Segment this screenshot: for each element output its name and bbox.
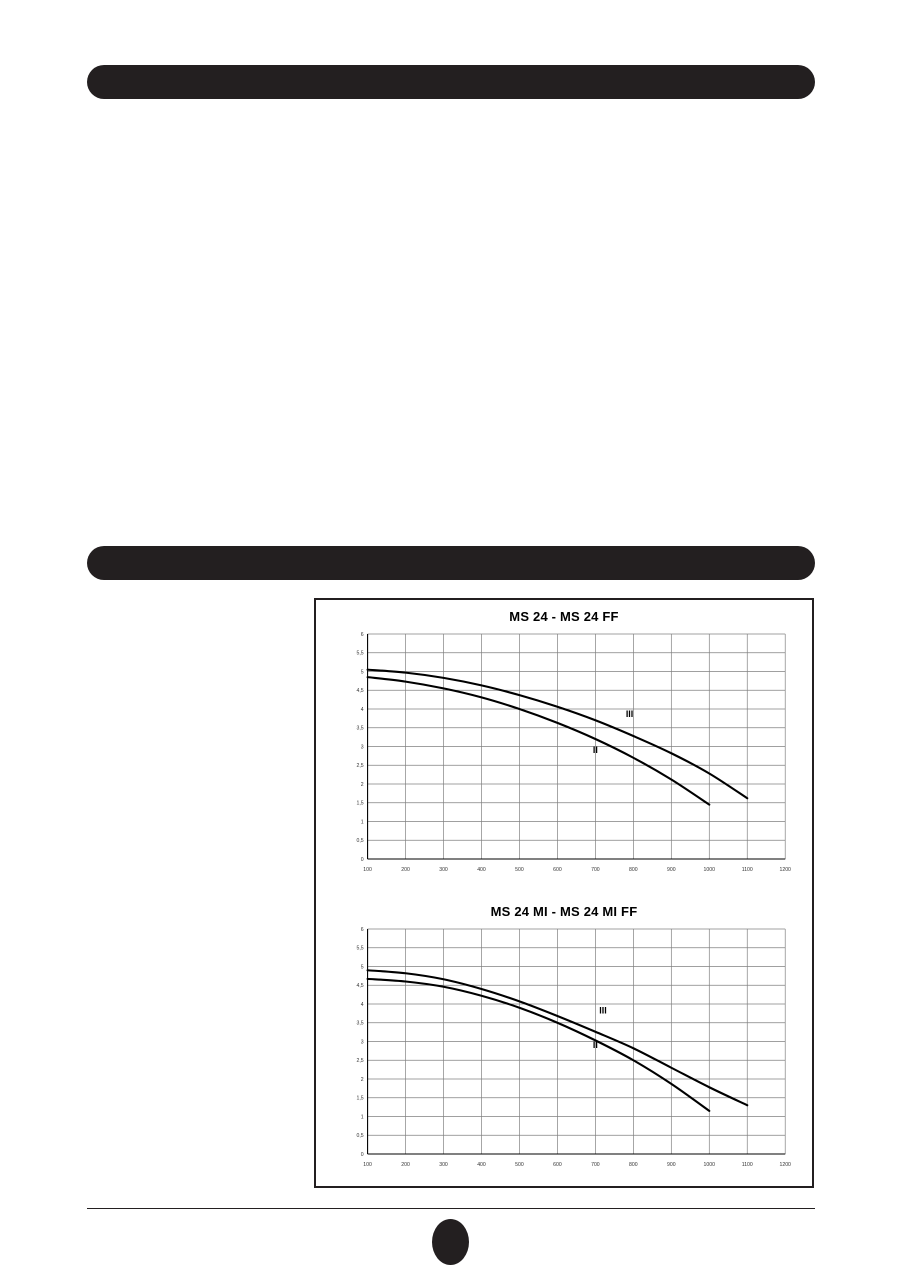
x-tick-label: 700 bbox=[591, 1162, 600, 1168]
x-tick-label: 1200 bbox=[779, 867, 791, 873]
y-tick-label: 0,5 bbox=[356, 838, 363, 844]
x-tick-label: 700 bbox=[591, 867, 600, 873]
x-tick-label: 300 bbox=[439, 867, 448, 873]
y-tick-label: 2 bbox=[361, 1077, 364, 1083]
y-tick-label: 4 bbox=[361, 1002, 364, 1008]
x-tick-label: 1000 bbox=[704, 1162, 716, 1168]
x-tick-label: 1100 bbox=[742, 867, 753, 873]
chart-title-1: MS 24 - MS 24 FF bbox=[509, 609, 619, 624]
y-tick-label: 3,5 bbox=[356, 1021, 363, 1027]
y-tick-label: 4,5 bbox=[356, 688, 363, 694]
y-tick-label: 6 bbox=[361, 927, 364, 933]
x-tick-label: 900 bbox=[667, 1162, 676, 1168]
x-tick-label: 600 bbox=[553, 867, 562, 873]
page-number-badge bbox=[432, 1219, 469, 1265]
y-tick-label: 3,5 bbox=[356, 726, 363, 732]
middle-section-bar bbox=[87, 546, 815, 580]
curve-II bbox=[366, 676, 711, 806]
curve-label-II: II bbox=[593, 1040, 598, 1050]
footer-divider bbox=[87, 1208, 815, 1209]
y-tick-label: 3 bbox=[361, 1039, 364, 1045]
curve-II bbox=[366, 977, 711, 1112]
y-tick-label: 5 bbox=[361, 669, 364, 675]
x-tick-label: 300 bbox=[439, 1162, 448, 1168]
curve-label-II: II bbox=[593, 745, 598, 755]
y-tick-label: 4 bbox=[361, 707, 364, 713]
x-tick-label: 800 bbox=[629, 1162, 638, 1168]
top-section-bar bbox=[87, 65, 815, 99]
x-tick-label: 900 bbox=[667, 867, 676, 873]
y-tick-label: 5 bbox=[361, 964, 364, 970]
curve-III bbox=[366, 969, 749, 1107]
chart-plot-2: 0 0,5 1 1,5 2 2,5 3 3,5 4 4,5 5 5,5 6 100 200 300 400 500… bbox=[316, 921, 812, 1187]
chart-block-1: MS 24 - MS 24 FF 0 0,5 1 1,5 2 2,5 3 3,5 4 4,5 5 5,… bbox=[316, 600, 812, 895]
x-tick-label: 600 bbox=[553, 1162, 562, 1168]
x-tick-label: 1000 bbox=[704, 867, 716, 873]
curve-III bbox=[366, 668, 749, 800]
y-tick-label: 1 bbox=[361, 1114, 364, 1120]
y-tick-label: 0 bbox=[361, 857, 364, 863]
x-tick-label: 200 bbox=[401, 1162, 410, 1168]
figure-box: MS 24 - MS 24 FF 0 0,5 1 1,5 2 2,5 3 3,5 4 4,5 5 5,… bbox=[314, 598, 814, 1188]
y-tick-label: 0 bbox=[361, 1152, 364, 1158]
x-tick-label: 500 bbox=[515, 1162, 524, 1168]
x-tick-label: 400 bbox=[477, 1162, 486, 1168]
x-tick-label: 500 bbox=[515, 867, 524, 873]
chart-block-2: MS 24 MI - MS 24 MI FF 0 0,5 1 1,5 2 2,5 3 3,5 4… bbox=[316, 895, 812, 1190]
y-tick-label: 5,5 bbox=[356, 946, 363, 952]
chart-plot-1: 0 0,5 1 1,5 2 2,5 3 3,5 4 4,5 5 5,5 6 100 200 300 400 500… bbox=[316, 626, 812, 892]
y-tick-label: 4,5 bbox=[356, 983, 363, 989]
x-tick-label: 1100 bbox=[742, 1162, 753, 1168]
y-tick-label: 1,5 bbox=[356, 1096, 363, 1102]
y-tick-label: 5,5 bbox=[356, 651, 363, 657]
x-tick-label: 100 bbox=[363, 1162, 372, 1168]
x-tick-label: 100 bbox=[363, 867, 372, 873]
y-tick-label: 1,5 bbox=[356, 801, 363, 807]
y-tick-label: 3 bbox=[361, 744, 364, 750]
curve-label-III: III bbox=[599, 1005, 606, 1015]
y-tick-label: 0,5 bbox=[356, 1133, 363, 1139]
y-tick-label: 2,5 bbox=[356, 1058, 363, 1064]
y-tick-label: 2,5 bbox=[356, 763, 363, 769]
x-tick-label: 1200 bbox=[779, 1162, 791, 1168]
x-tick-label: 200 bbox=[401, 867, 410, 873]
x-tick-label: 400 bbox=[477, 867, 486, 873]
y-tick-label: 2 bbox=[361, 782, 364, 788]
x-tick-label: 800 bbox=[629, 867, 638, 873]
curve-label-III: III bbox=[626, 709, 633, 719]
y-tick-label: 6 bbox=[361, 632, 364, 638]
chart-title-2: MS 24 MI - MS 24 MI FF bbox=[490, 904, 638, 919]
y-tick-label: 1 bbox=[361, 819, 364, 825]
